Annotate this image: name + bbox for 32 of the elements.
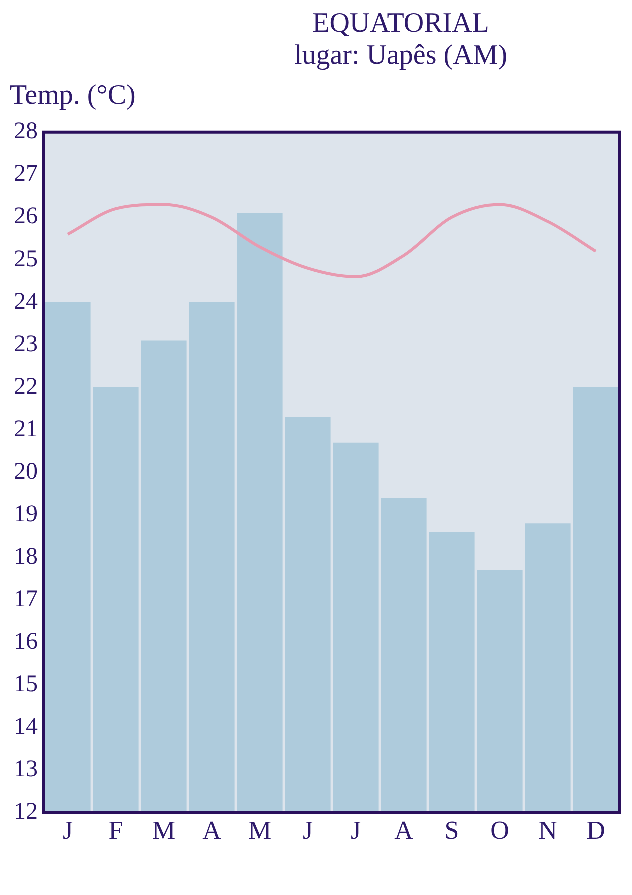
y-tick-label: 17	[14, 586, 38, 612]
y-tick-label: 14	[14, 714, 38, 740]
y-tick-label: 24	[14, 288, 38, 315]
x-tick-label: M	[248, 816, 272, 846]
y-tick-label: 28	[14, 118, 38, 145]
y-tick-label: 18	[14, 544, 38, 570]
y-tick-label: 12	[14, 799, 38, 826]
y-tick-label: 26	[14, 204, 38, 230]
chart-title: EQUATORIAL	[312, 8, 490, 40]
x-tick-label: A	[394, 816, 414, 846]
y-tick-label: 21	[14, 416, 38, 442]
x-tick-label: A	[202, 816, 222, 846]
y-tick-label: 25	[14, 246, 38, 272]
y-tick-label: 16	[14, 628, 38, 655]
x-tick-label: N	[538, 816, 558, 846]
y-axis-title: Temp. (°C)	[10, 80, 137, 112]
x-tick-label: J	[302, 816, 314, 846]
chart-subtitle: lugar: Uapês (AM)	[293, 40, 509, 72]
x-tick-label: J	[350, 816, 362, 846]
x-tick-label: D	[586, 816, 606, 846]
y-tick-label: 19	[14, 501, 38, 528]
x-tick-label: M	[152, 816, 176, 846]
y-tick-label: 20	[14, 458, 38, 485]
y-tick-label: 13	[14, 756, 38, 783]
x-tick-label: F	[108, 816, 124, 846]
x-tick-label: S	[444, 816, 460, 846]
y-tick-label: 27	[14, 161, 38, 188]
x-tick-label: O	[490, 816, 510, 846]
x-tick-label: J	[62, 816, 74, 846]
y-tick-label: 15	[14, 672, 38, 698]
y-tick-label: 22	[14, 374, 38, 400]
y-tick-label: 23	[14, 331, 38, 358]
